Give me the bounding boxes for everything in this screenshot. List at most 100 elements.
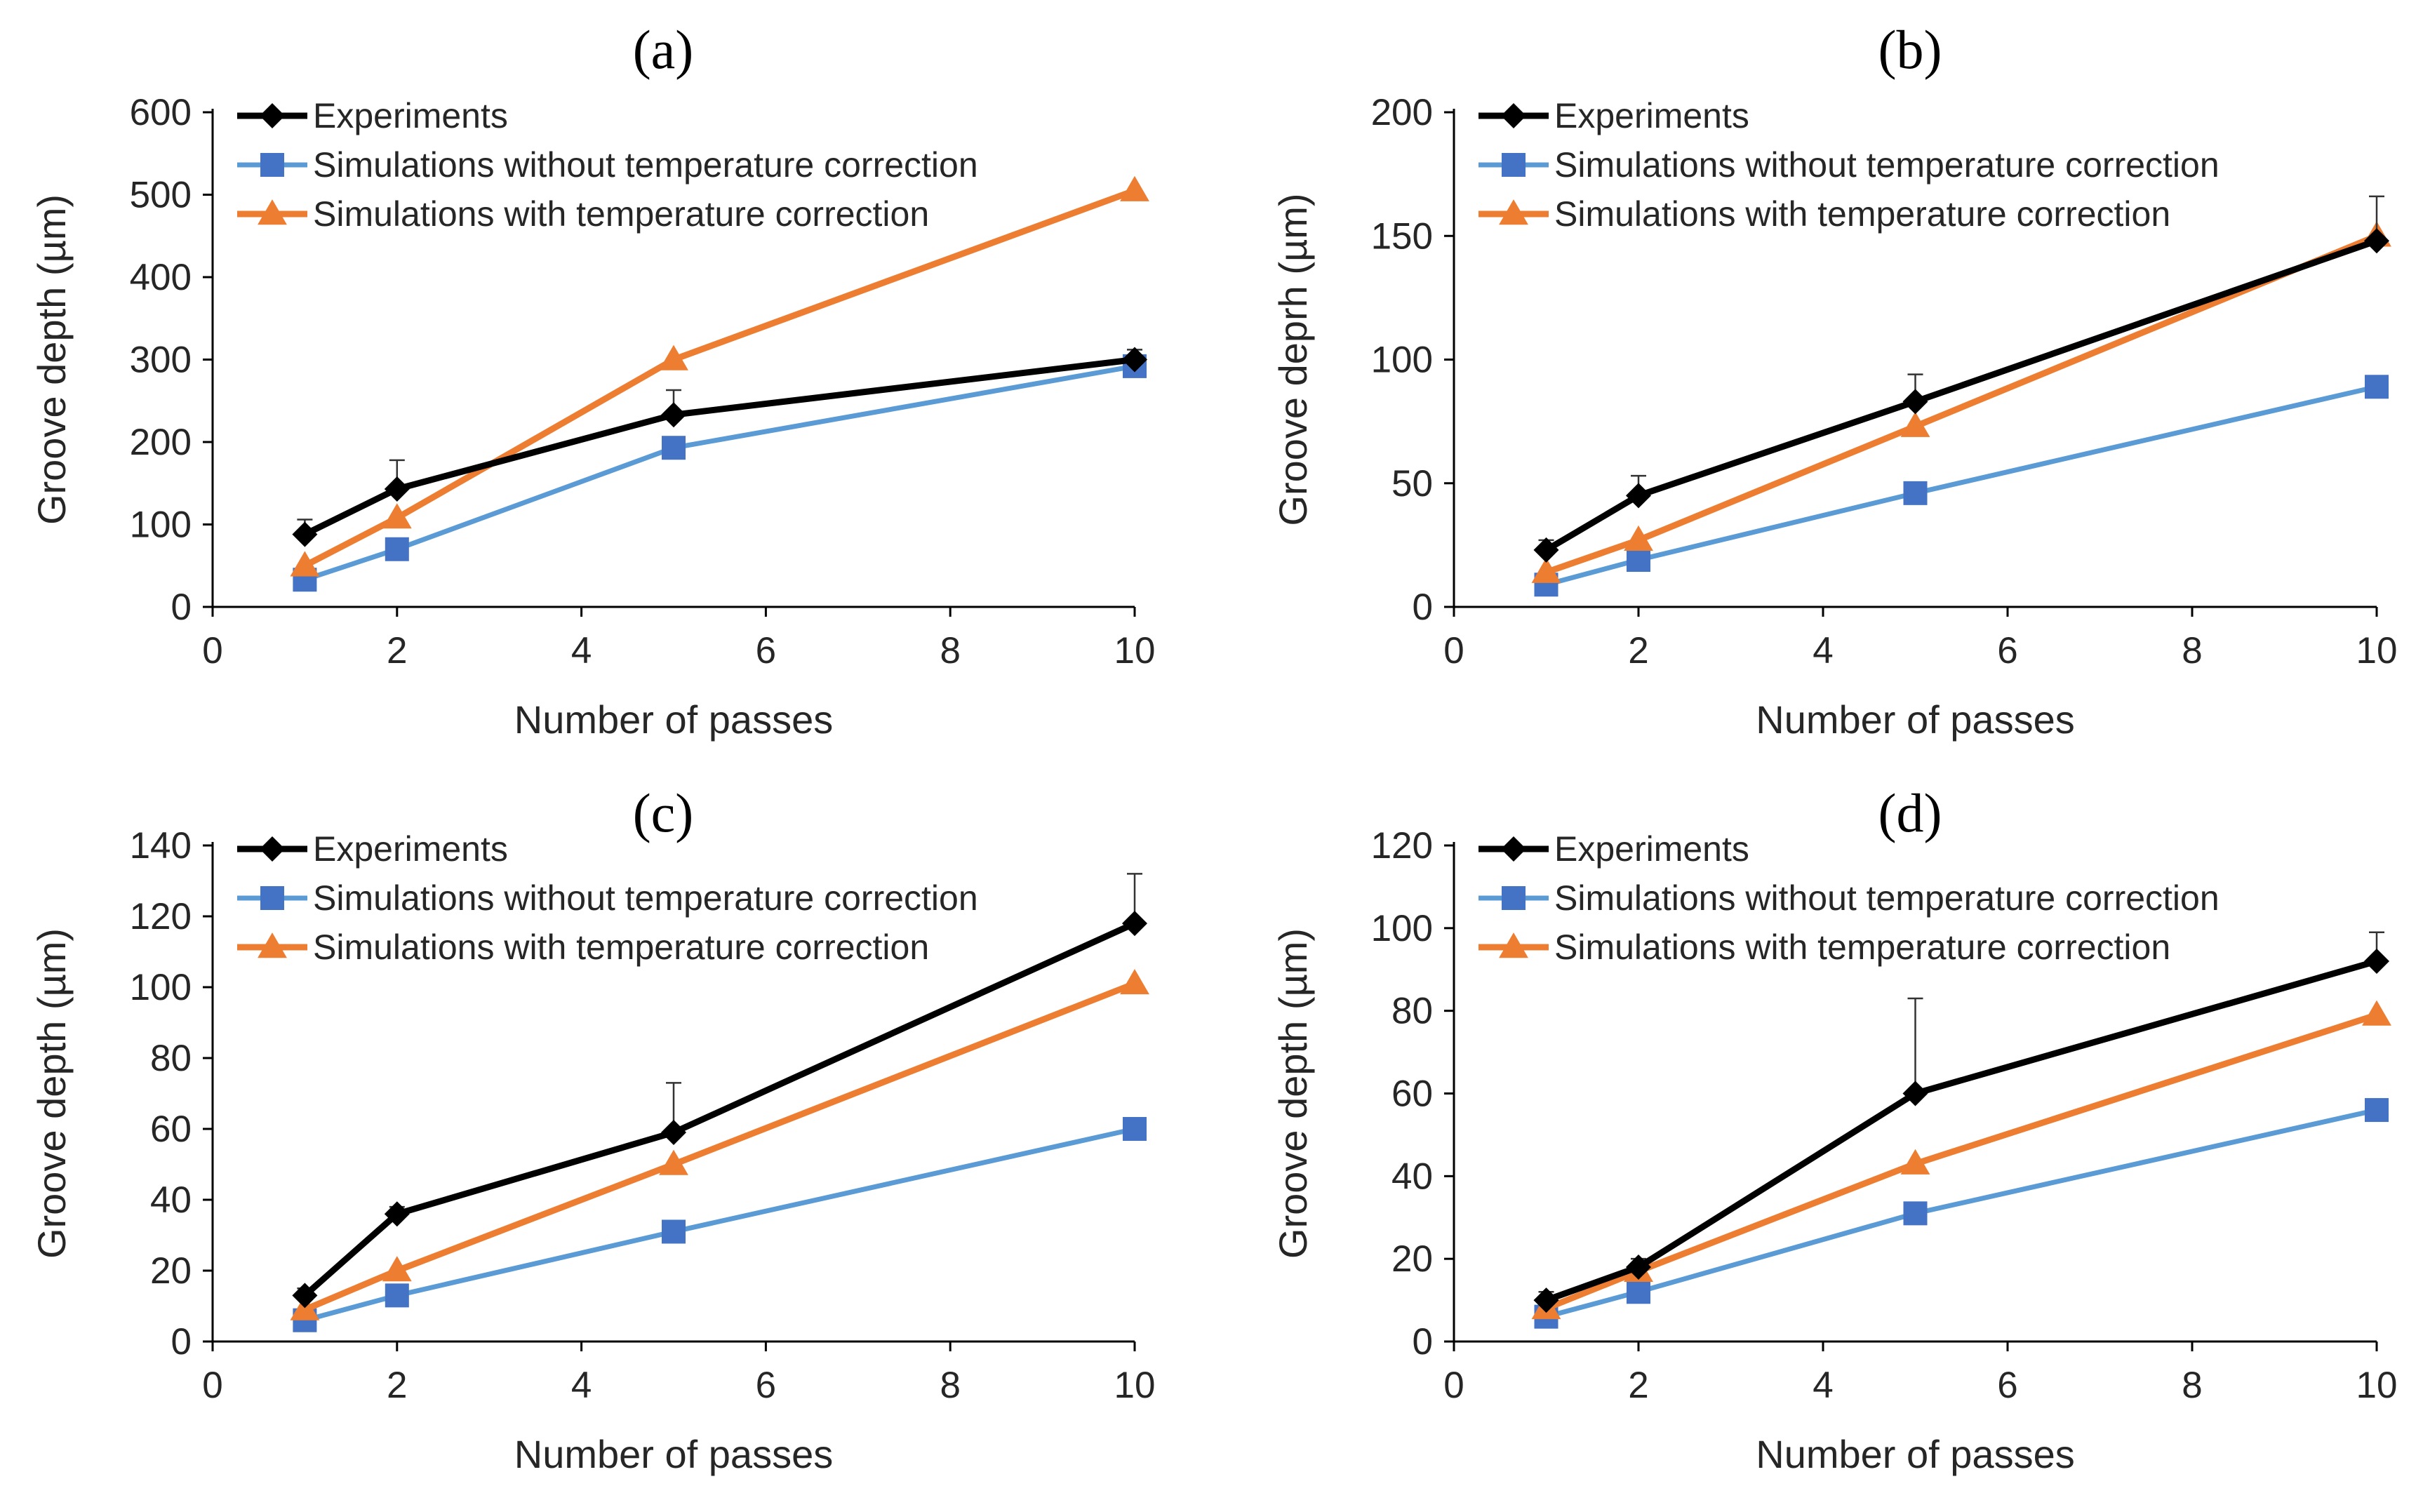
data-point-experiments — [1626, 1254, 1651, 1280]
legend-marker-sim-with — [258, 199, 287, 225]
x-tick-label: 6 — [1997, 1365, 2017, 1406]
data-point-sim-with — [382, 503, 412, 529]
legend-label-sim-without: Simulations without temperature correcti… — [313, 145, 978, 185]
y-axis-title: Groove depth (µm) — [29, 194, 74, 525]
panel-title: (b) — [1878, 19, 1942, 80]
x-tick-label: 10 — [2356, 630, 2398, 671]
series-sim-without — [293, 354, 1147, 592]
series-line-sim-without — [1544, 1107, 2379, 1320]
x-tick-label: 0 — [202, 1365, 222, 1406]
data-point-experiments — [1902, 1081, 1928, 1106]
y-tick-label: 120 — [1371, 825, 1433, 867]
x-tick-label: 8 — [940, 1365, 960, 1406]
data-point-experiments — [292, 521, 318, 547]
y-tick-label: 0 — [171, 587, 192, 628]
data-point-experiments — [661, 402, 686, 428]
legend-label-sim-without: Simulations without temperature correcti… — [1554, 878, 2220, 918]
data-point-experiments — [661, 1120, 686, 1146]
y-tick-label: 120 — [130, 896, 192, 937]
series-experiments — [292, 347, 1147, 547]
legend-label-sim-without: Simulations without temperature correcti… — [1554, 145, 2220, 185]
data-point-sim-with — [1120, 969, 1149, 995]
data-point-experiments — [1122, 911, 1147, 937]
y-tick-label: 500 — [130, 175, 192, 216]
y-tick-label: 150 — [1371, 215, 1433, 257]
legend-label-sim-with: Simulations with temperature correction — [313, 194, 929, 234]
series-line-sim-with — [1543, 1012, 2380, 1312]
data-point-sim-with — [1624, 525, 1653, 551]
legend-marker-sim-without — [260, 153, 284, 177]
data-point-sim-without — [662, 436, 686, 460]
y-tick-label: 100 — [130, 967, 192, 1008]
y-tick-label: 0 — [1413, 1321, 1433, 1363]
series-line-experiments — [301, 920, 1138, 1299]
legend-label-experiments: Experiments — [1554, 96, 1749, 135]
chart-panel-c: (c) 0 20 40 60 80 100 120 140 0 2 4 6 8 10 Number of pa… — [29, 782, 1155, 1476]
data-point-sim-without — [1123, 1117, 1147, 1141]
series-sim-with — [1531, 221, 2391, 583]
legend: Experiments Simulations without temperatu… — [1479, 96, 2220, 234]
data-point-sim-without — [385, 537, 409, 561]
data-point-sim-with — [1120, 175, 1149, 201]
data-point-sim-with — [1900, 1149, 1930, 1175]
legend-marker-sim-without — [260, 886, 284, 910]
series-experiments — [1533, 195, 2389, 563]
y-tick-label: 40 — [150, 1179, 192, 1221]
series-line-sim-without — [302, 363, 1137, 582]
y-axis-title: Groove depth (µm) — [29, 928, 74, 1259]
x-tick-label: 6 — [756, 1365, 776, 1406]
data-point-sim-with — [659, 344, 688, 370]
x-tick-label: 8 — [2182, 1365, 2202, 1406]
legend-marker-experiments — [260, 103, 285, 128]
chart-panel-a: (a) 0 100 200 300 400 500 600 0 2 4 6 8 10 Number of p… — [29, 19, 1155, 742]
legend-marker-sim-with — [1499, 199, 1528, 225]
y-tick-label: 100 — [1371, 340, 1433, 381]
legend-marker-sim-with — [1499, 932, 1528, 958]
series-line-sim-with — [1543, 232, 2380, 576]
data-point-sim-with — [1531, 557, 1561, 583]
legend-label-experiments: Experiments — [1554, 829, 1749, 869]
y-tick-label: 60 — [150, 1109, 192, 1150]
x-axis-title: Number of passes — [514, 1432, 833, 1476]
legend-marker-sim-without — [1502, 886, 1526, 910]
x-tick-label: 4 — [1813, 630, 1833, 671]
y-tick-label: 20 — [1391, 1238, 1433, 1280]
data-point-sim-with — [1900, 411, 1930, 437]
data-point-experiments — [1626, 483, 1651, 509]
series-sim-without — [1534, 1098, 2389, 1329]
y-tick-label: 80 — [150, 1038, 192, 1079]
y-tick-label: 100 — [1371, 908, 1433, 949]
data-point-sim-without — [662, 1219, 686, 1244]
data-point-sim-with — [659, 1149, 688, 1175]
data-point-sim-with — [290, 551, 320, 577]
data-point-experiments — [1122, 347, 1147, 373]
legend-marker-sim-with — [258, 932, 287, 958]
x-tick-label: 2 — [387, 1365, 407, 1406]
data-point-experiments — [1533, 537, 1559, 563]
x-tick-label: 4 — [571, 1365, 592, 1406]
x-tick-label: 8 — [2182, 630, 2202, 671]
data-point-sim-without — [2365, 375, 2389, 399]
panel-title: (d) — [1878, 782, 1942, 843]
x-tick-label: 4 — [571, 630, 592, 671]
x-tick-label: 0 — [202, 630, 222, 671]
data-point-sim-with — [2362, 1000, 2391, 1026]
legend-marker-sim-without — [1502, 153, 1526, 177]
data-point-experiments — [384, 1201, 410, 1227]
data-point-experiments — [1533, 1287, 1559, 1313]
x-tick-label: 6 — [1997, 630, 2017, 671]
data-point-sim-without — [1627, 548, 1650, 573]
x-tick-label: 2 — [1628, 630, 1648, 671]
legend: Experiments Simulations without temperatu… — [237, 96, 978, 234]
y-tick-label: 20 — [150, 1250, 192, 1292]
x-axis-title: Number of passes — [1756, 697, 2074, 742]
series-sim-with — [1531, 1000, 2391, 1320]
x-tick-label: 10 — [2356, 1365, 2398, 1406]
legend-marker-experiments — [1501, 103, 1526, 128]
x-tick-label: 2 — [387, 630, 407, 671]
legend-label-sim-with: Simulations with temperature correction — [1554, 194, 2170, 234]
y-tick-label: 140 — [130, 825, 192, 867]
data-point-experiments — [292, 1283, 318, 1309]
series-sim-with — [290, 175, 1149, 577]
